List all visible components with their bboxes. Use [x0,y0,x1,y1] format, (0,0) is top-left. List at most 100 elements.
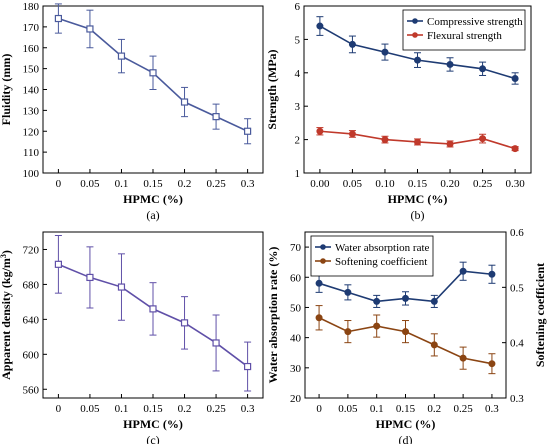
series-2 [315,305,496,375]
panel-label: (a) [146,208,159,222]
y-tick-label: 2 [295,135,301,147]
chart-panel-1: 100 110 120 130 140 150 160 170 180 0 0.05 0.1 0.15 0… [0,1,264,222]
data-point [86,273,94,282]
legend-swatch-marker [320,244,326,250]
y-right-axis-label: Softening coefficient [533,263,547,367]
data-point [402,328,409,336]
x-tick-label: 0.1 [115,178,129,190]
data-point [414,138,421,146]
x-tick-label: 0.1 [115,403,129,415]
y-tick-label: 70 [290,242,302,254]
x-tick-label: 0.3 [241,403,255,415]
data-point [459,354,467,362]
data-point [414,56,421,64]
y-right-tick-label: 0.5 [510,282,524,294]
y-tick-label: 180 [23,1,40,13]
x-tick-label: 0.30 [505,178,525,190]
data-point [316,22,324,30]
data-point [86,25,94,33]
data-point [212,339,220,347]
y-tick-label: 170 [23,22,40,34]
chart-panel-3: 560 600 640 680 720 0 0.05 0.1 0.15 0.2 0.25 0.3 HPM… [0,231,264,444]
y-tick-label: 6 [295,1,301,13]
data-point [459,267,467,275]
x-axis-label: HPMC (%) [123,192,183,206]
legend-swatch-marker [412,18,418,24]
x-tick-label: 0.3 [241,178,255,190]
data-point [430,297,438,305]
y-axis-label: Strength (MPa) [265,49,279,129]
panel-label: (c) [146,433,159,444]
y-tick-label: 640 [23,314,40,326]
y-tick-label: 140 [23,85,40,97]
x-tick-label: 0 [316,403,322,415]
x-tick-label: 0.05 [338,403,358,415]
series-1 [316,16,519,85]
data-point [344,328,352,336]
x-tick-label: 0.15 [143,178,163,190]
x-axis-label: HPMC (%) [123,417,183,431]
x-tick-label: 0.2 [178,178,192,190]
x-tick-label: 0.25 [453,403,473,415]
legend-box [310,235,434,277]
data-point [212,113,220,121]
data-point [511,74,519,82]
legend-label: Flexural strength [427,30,502,42]
data-point [316,127,324,135]
data-point [315,279,323,287]
legend-swatch-marker [320,258,326,264]
chart-panel-4: 20 30 40 50 60 70 0.3 0.4 0.5 0.6 0 0.05 0.1 0.15 0.2 0… [266,227,547,444]
data-point [479,65,487,73]
y-tick-label: 120 [23,126,40,138]
panel-label: (b) [411,208,425,222]
legend: Water absorption rate Softening coefficie… [310,235,434,277]
x-tick-label: 0.2 [427,403,441,415]
x-tick-label: 0.05 [80,178,100,190]
data-point [180,98,189,106]
y-right-tick-label: 0.4 [510,338,524,350]
data-point [149,69,157,77]
x-tick-label: 0.05 [80,403,100,415]
y-tick-label: 3 [295,101,301,113]
y-tick-label: 720 [23,244,40,256]
data-point [402,294,409,302]
legend-label: Softening coefficient [335,256,427,268]
data-point [315,314,323,322]
series-1 [315,261,496,308]
legend-label: Water absorption rate [335,242,430,254]
data-point [381,48,389,56]
y-tick-label: 4 [295,68,301,80]
x-tick-label: 0.00 [310,178,330,190]
x-tick-label: 0.2 [178,403,192,415]
data-point [344,288,352,296]
data-point [54,14,63,23]
y-tick-label: 150 [23,64,40,76]
x-tick-label: 0.3 [485,403,499,415]
series-2 [316,127,519,153]
data-point [117,52,126,60]
y-tick-label: 560 [23,384,40,396]
panel-label: (d) [399,433,413,444]
x-tick-label: 0.25 [206,403,226,415]
x-tick-label: 0.25 [473,178,493,190]
data-point [381,136,389,144]
data-point [244,127,252,135]
y-tick-label: 600 [23,349,40,361]
y-tick-label: 50 [290,302,302,314]
series-1 [54,234,252,392]
x-tick-label: 0.10 [375,178,395,190]
x-tick-label: 0.05 [343,178,363,190]
legend-swatch-marker [412,32,418,38]
x-tick-label: 0 [56,178,62,190]
data-point [373,297,381,305]
data-point [348,130,356,138]
data-point [373,322,381,330]
y-tick-label: 40 [290,333,302,345]
x-axis-label: HPMC (%) [388,192,448,206]
y-right-tick-label: 0.6 [510,227,524,239]
data-point [446,60,454,68]
x-tick-label: 0.15 [396,403,416,415]
y-axis-label: Fluidity (mm) [0,54,13,126]
y-tick-label: 130 [23,105,40,117]
y-tick-label: 100 [23,168,40,180]
